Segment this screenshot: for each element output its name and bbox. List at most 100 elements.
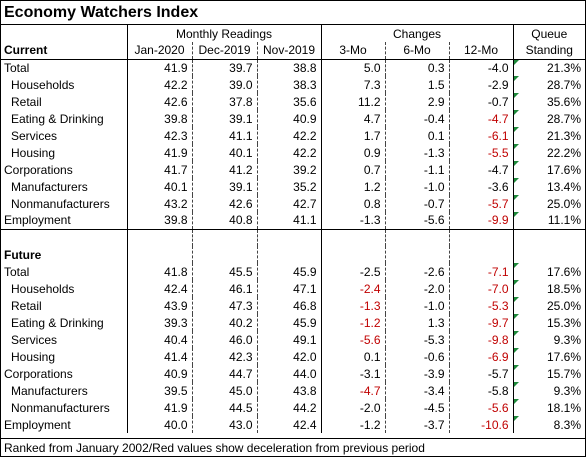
table-title: Economy Watchers Index [1, 1, 585, 25]
value-cell: 0.3 [384, 59, 450, 76]
value-cell: 1.2 [320, 178, 386, 195]
value-cell: -10.6 [448, 416, 514, 433]
spacer-cell [512, 229, 586, 246]
section-current-label: Current [1, 42, 127, 60]
col-header-jan-2020: Jan-2020 [126, 42, 192, 60]
table-row: Services 42.3 41.1 42.2 1.7 0.1 -6.1 21.3% [1, 127, 586, 144]
value-cell: 46.1 [191, 280, 257, 297]
table-row: Corporations 41.7 41.2 39.2 0.7 -1.1 -4.7 17.6% [1, 161, 586, 178]
value-cell: -3.1 [320, 365, 386, 382]
value-cell: -4.7 [448, 110, 514, 127]
value-cell: -1.3 [384, 144, 450, 161]
queue-standing-cell: 28.7% [512, 110, 586, 127]
value-cell: 2.9 [384, 93, 450, 110]
spacer-row [1, 229, 586, 246]
queue-standing-cell: 15.3% [512, 314, 586, 331]
value-cell: 1.5 [384, 76, 450, 93]
value-cell: -4.0 [448, 59, 514, 76]
row-label: Nonmanufacturers [11, 400, 110, 415]
value-cell: -1.3 [320, 297, 386, 314]
value-cell: -6.1 [448, 127, 514, 144]
row-label: Manufacturers [11, 383, 88, 398]
queue-standing-cell: 28.7% [512, 76, 586, 93]
value-cell: -2.5 [320, 263, 386, 280]
table-row: Total 41.9 39.7 38.8 5.0 0.3 -4.0 21.3% [1, 59, 586, 76]
table-row: Corporations 40.9 44.7 44.0 -3.1 -3.9 -5.7 15.7… [1, 365, 586, 382]
corner-cell [1, 25, 127, 42]
row-label: Nonmanufacturers [11, 196, 110, 211]
row-label: Services [11, 128, 58, 143]
value-cell: -5.6 [384, 212, 450, 230]
value-cell: 40.9 [256, 110, 322, 127]
group-monthly-readings: Monthly Readings [126, 25, 322, 42]
value-cell: 39.7 [191, 59, 257, 76]
spacer-cell [126, 246, 192, 263]
value-cell: -5.6 [448, 399, 514, 416]
value-cell: -5.8 [448, 382, 514, 399]
row-label: Housing [11, 349, 56, 364]
row-label: Housing [11, 145, 56, 160]
queue-standing-cell: 15.7% [512, 365, 586, 382]
col-header-dec-2019: Dec-2019 [191, 42, 257, 60]
value-cell: 0.1 [320, 348, 386, 365]
value-cell: 39.0 [191, 76, 257, 93]
value-cell: 42.2 [256, 144, 322, 161]
spacer-cell [448, 246, 514, 263]
value-cell: 40.9 [126, 365, 192, 382]
group-queue: Queue [512, 25, 586, 42]
value-cell: 11.2 [320, 93, 386, 110]
queue-standing-cell: 17.6% [512, 161, 586, 178]
value-cell: -4.5 [384, 399, 450, 416]
spacer-cell [512, 246, 586, 263]
section-future-row: Future [1, 246, 586, 263]
value-cell: 40.1 [126, 178, 192, 195]
value-cell: -9.7 [448, 314, 514, 331]
value-cell: -2.0 [384, 280, 450, 297]
queue-standing-cell: 17.6% [512, 263, 586, 280]
value-cell: 42.3 [126, 127, 192, 144]
value-cell: 42.6 [191, 195, 257, 212]
value-cell: -1.3 [320, 212, 386, 230]
col-header-12-mo: 12-Mo [448, 42, 514, 60]
value-cell: -5.7 [448, 365, 514, 382]
value-cell: -0.7 [448, 93, 514, 110]
col-header-nov-2019: Nov-2019 [256, 42, 322, 60]
value-cell: 43.2 [126, 195, 192, 212]
value-cell: 42.4 [126, 280, 192, 297]
value-cell: 41.4 [126, 348, 192, 365]
value-cell: 43.9 [126, 297, 192, 314]
row-label: Total [4, 60, 30, 75]
value-cell: -1.0 [384, 178, 450, 195]
value-cell: -2.0 [320, 399, 386, 416]
spacer-cell [256, 229, 322, 246]
value-cell: 45.0 [191, 382, 257, 399]
row-label: Retail [11, 94, 42, 109]
table-body: Monthly Readings Changes Queue Current J… [1, 25, 586, 433]
value-cell: -4.7 [448, 161, 514, 178]
value-cell: 41.9 [126, 399, 192, 416]
value-cell: 37.8 [191, 93, 257, 110]
row-label: Employment [4, 417, 71, 432]
spacer-cell [384, 246, 450, 263]
value-cell: 40.2 [191, 314, 257, 331]
footnote: Ranked from January 2002/Red values show… [1, 438, 585, 456]
value-cell: 1.3 [384, 314, 450, 331]
value-cell: 41.2 [191, 161, 257, 178]
spacer-cell [1, 229, 127, 246]
queue-standing-cell: 18.5% [512, 280, 586, 297]
value-cell: -7.1 [448, 263, 514, 280]
queue-standing-cell: 18.1% [512, 399, 586, 416]
value-cell: 42.3 [191, 348, 257, 365]
value-cell: -3.7 [384, 416, 450, 433]
queue-standing-cell: 9.3% [512, 382, 586, 399]
header-group-row: Monthly Readings Changes Queue [1, 25, 586, 42]
table-row: Manufacturers 39.5 45.0 43.8 -4.7 -3.4 -5.8 9.3… [1, 382, 586, 399]
value-cell: 41.8 [126, 263, 192, 280]
value-cell: 44.0 [256, 365, 322, 382]
spacer-cell [126, 229, 192, 246]
value-cell: -1.2 [320, 314, 386, 331]
value-cell: 40.1 [191, 144, 257, 161]
group-changes: Changes [320, 25, 514, 42]
value-cell: 40.4 [126, 331, 192, 348]
value-cell: 5.0 [320, 59, 386, 76]
